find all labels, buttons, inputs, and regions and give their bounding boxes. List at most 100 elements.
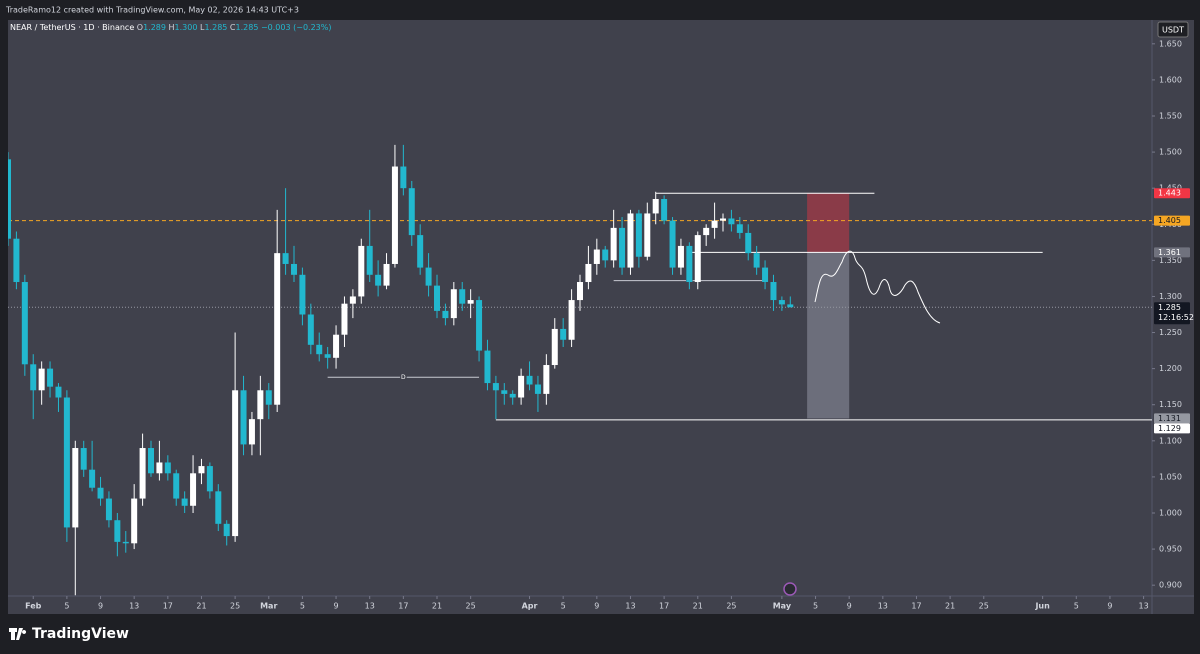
plot-area: DD [8,144,1152,596]
candle-body [635,213,642,257]
y-tick-label: 1.250 [1159,328,1182,337]
candle-body [324,354,331,358]
candle-body [114,520,121,542]
candle-body [661,199,668,221]
candle-body [190,473,197,506]
candle-body [619,227,626,268]
candle-body [593,249,600,264]
stop-zone [807,193,850,253]
candle-body [240,390,247,445]
y-tick-label: 0.900 [1159,581,1182,590]
axes: 0.900 0.950 1.000 1.050 1.100 1.150 1.200 1.250… [25,39,1194,610]
x-tick-label: Apr [522,602,538,611]
candle-body [349,296,356,304]
x-tick-label: 13 [625,602,635,611]
x-tick-label: 21 [196,602,206,611]
candle-body [518,375,525,398]
candle-body [105,498,112,521]
candle-body [677,245,684,268]
ohlc-key: H [169,23,175,32]
candle-body [577,282,583,301]
candle-body [265,390,272,405]
candle-body [669,220,676,268]
y-tick-label: 1.450 [1159,184,1182,193]
candle-body [122,541,129,544]
candle-body [391,166,398,264]
x-tick-label: 25 [979,602,989,611]
candle-body [770,282,777,301]
y-tick-label: 1.050 [1159,472,1182,481]
candle-body [787,304,794,308]
candle-body [307,314,314,345]
currency: USDT [1162,26,1184,35]
ohlc-value: 1.285 [236,23,259,32]
candle-body [753,253,760,268]
candle-body [232,390,239,537]
symbol: NEAR / TetherUS · 1D · Binance [10,23,134,32]
legend: NEAR / TetherUS · 1D · Binance O1.289 H1… [10,23,331,32]
event-icon[interactable] [783,582,797,596]
candle-body [543,365,550,394]
sketch-path [814,250,941,324]
candle-body [198,466,205,474]
candle-body [257,390,264,420]
y-tick-label: 1.150 [1159,400,1182,409]
current-price-tag-countdown: 12:16:52 [1158,313,1194,322]
candle-body [215,491,222,524]
x-tick-label: Feb [25,602,42,611]
current-price-tag-box [1154,302,1190,325]
candle-body [63,397,70,528]
x-tick-label: 9 [98,602,103,611]
x-tick-label: 5 [813,602,818,611]
candle-body [274,253,281,405]
candle-body [248,419,255,445]
candle-body [534,384,541,394]
candle-body [89,469,96,488]
candle-body [139,448,146,499]
candle-body [148,448,154,474]
candle-body [492,383,499,391]
candle-body [181,498,188,506]
y-tick-label: 1.300 [1159,292,1182,301]
candle-body [55,386,62,398]
x-tick-label: 17 [398,602,408,611]
candle-body [442,310,449,319]
y-tick-label: 1.600 [1159,75,1182,84]
axis-tag-box [1154,413,1190,424]
x-tick-label: 17 [163,602,173,611]
x-tick-label: Mar [260,602,277,611]
ohlc-value: 1.300 [175,23,198,32]
x-tick-label: 17 [659,602,669,611]
ohlc-value: 1.289 [143,23,166,32]
candle-body [778,300,785,305]
candle-body [156,462,163,474]
brand: TradingView [32,626,129,642]
x-tick-label: 9 [847,602,852,611]
x-tick-label: 5 [1074,602,1079,611]
axis-tag-box [1154,247,1190,258]
candle-body [408,188,415,236]
candle-body [602,249,609,261]
candle-body [383,263,390,286]
axis-tag-box [1154,188,1190,199]
candle-body [223,523,230,537]
x-tick-label: 5 [300,602,305,611]
candle-body [366,245,373,275]
candle-body [316,344,323,355]
candle-body [206,466,213,492]
candle-body [762,267,769,283]
current-price-tag-label: 1.285 [1158,303,1181,312]
y-tick-label: 0.950 [1159,545,1182,554]
x-tick-label: 21 [945,602,955,611]
candle-body [568,300,575,340]
axis-tag-label: 1.131 [1158,414,1181,423]
candle-body [526,375,533,385]
y-tick-label: 1.550 [1159,112,1182,121]
candle-body [21,282,28,365]
currency-box[interactable] [1157,21,1189,38]
candle-body [97,487,104,499]
candle-body [728,218,735,225]
candle-body [644,213,651,257]
candle-body [686,245,693,283]
axis-tag-label: 1.443 [1158,189,1181,198]
